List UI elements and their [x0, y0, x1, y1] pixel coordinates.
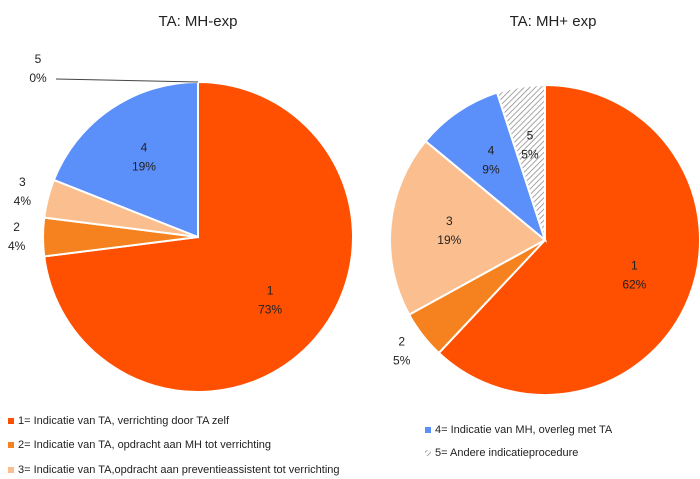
legend-swatch — [425, 427, 431, 433]
slice-category: 5 — [35, 52, 42, 66]
legend-swatch — [8, 418, 14, 424]
slice-label: 62% — [622, 278, 646, 292]
legend-swatch — [8, 442, 14, 448]
slice-label: 5% — [393, 353, 411, 367]
chart-title: TA: MH-exp — [159, 13, 238, 30]
slice-label: 4% — [8, 239, 26, 253]
slice-category: 3 — [19, 175, 26, 189]
pie-slice — [424, 91, 548, 243]
pie-slice — [52, 80, 199, 239]
slice-label: 9% — [482, 163, 500, 177]
slice-category: 5 — [527, 128, 534, 142]
slice-category: 1 — [631, 259, 638, 273]
slice-category: 4 — [141, 141, 148, 155]
pie-slice — [389, 139, 547, 317]
slice-label: 19% — [132, 160, 156, 174]
legend-swatch — [8, 467, 14, 473]
pie-chart: TA: MH-exp 1 73% 2 4% 3 4% 4 19% 5 0% — [8, 13, 354, 393]
pie-slice — [437, 83, 700, 396]
slice-category: 2 — [13, 220, 20, 234]
slice-category: 3 — [446, 214, 453, 228]
slice-label: 19% — [437, 233, 461, 247]
legend-swatch — [425, 450, 431, 456]
slice-label: 73% — [258, 303, 282, 317]
slice-category: 1 — [267, 284, 274, 298]
legend-label: 5= Andere indicatieprocedure — [435, 447, 578, 459]
leader-line — [55, 78, 199, 83]
slice-label: 5% — [521, 147, 539, 161]
legend-label: 4= Indicatie van MH, overleg met TA — [435, 424, 613, 436]
legend-label: 3= Indicatie van TA,opdracht aan prevent… — [18, 464, 340, 476]
slice-label: 0% — [29, 71, 47, 85]
pie-slice — [495, 83, 546, 241]
legend: 1= Indicatie van TA, verrichting door TA… — [8, 415, 613, 476]
slice-label: 4% — [14, 194, 32, 208]
pie-chart: TA: MH+ exp 1 62% 2 5% 3 19% 4 9% 5 5% — [389, 13, 700, 396]
slice-category: 2 — [398, 334, 405, 348]
slice-category: 4 — [488, 144, 495, 158]
legend-label: 1= Indicatie van TA, verrichting door TA… — [18, 415, 230, 427]
legend-label: 2= Indicatie van TA, opdracht aan MH tot… — [18, 439, 271, 451]
chart-title: TA: MH+ exp — [510, 13, 597, 30]
